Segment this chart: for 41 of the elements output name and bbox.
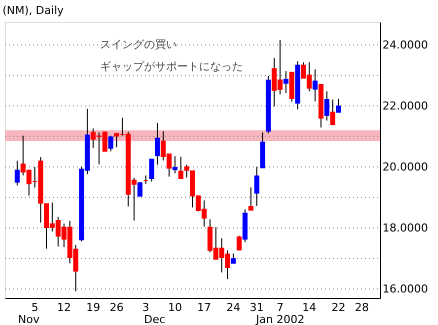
y-tick-label: 20.0000 bbox=[382, 160, 428, 174]
x-tick-label: 12 bbox=[57, 301, 72, 314]
x-tick-label: 31 bbox=[250, 301, 264, 314]
y-tick-label: 16.0000 bbox=[382, 282, 428, 296]
x-tick-label: 24 bbox=[226, 301, 240, 314]
candlestick bbox=[230, 252, 236, 264]
x-tick-label: 5 bbox=[31, 301, 38, 314]
x-tick-label: 7 bbox=[276, 301, 284, 314]
x-tick-label: 26 bbox=[110, 301, 124, 314]
annotation: ギャップがサポートになった bbox=[100, 60, 243, 73]
x-tick-label: 19 bbox=[86, 301, 100, 314]
candlestick bbox=[330, 98, 336, 126]
y-tick-label: 24.0000 bbox=[382, 38, 428, 52]
x-tick-label: 14 bbox=[302, 301, 316, 314]
y-tick-label: 18.0000 bbox=[382, 221, 428, 234]
x-tick-label: 17 bbox=[197, 301, 212, 314]
candlestick bbox=[283, 70, 288, 94]
y-tick-label: 22.0000 bbox=[382, 99, 428, 112]
candlestick bbox=[154, 122, 160, 166]
candlestick bbox=[108, 135, 114, 152]
candlestick bbox=[184, 164, 190, 178]
candlestick bbox=[172, 156, 178, 174]
candlestick bbox=[248, 186, 254, 211]
text: Nov bbox=[18, 313, 40, 325]
candlestick bbox=[336, 98, 341, 113]
annotation: スイングの買い bbox=[100, 38, 177, 51]
x-tick-label: 28 bbox=[354, 301, 369, 314]
candlestick bbox=[149, 158, 154, 182]
x-tick-label: 3 bbox=[142, 301, 150, 314]
x-tick-label: 10 bbox=[168, 301, 182, 314]
chart-title: (NM), Daily bbox=[2, 4, 64, 17]
text: Dec bbox=[144, 313, 166, 325]
candlestick bbox=[312, 68, 318, 102]
candlestick bbox=[178, 156, 184, 179]
candlestick bbox=[324, 90, 330, 122]
candlestick bbox=[236, 235, 242, 251]
candlestick bbox=[254, 166, 260, 206]
candlestick bbox=[137, 182, 142, 197]
candlestick bbox=[14, 160, 20, 186]
x-tick-label: 22 bbox=[332, 301, 346, 314]
text: Jan 2002 bbox=[255, 313, 304, 325]
